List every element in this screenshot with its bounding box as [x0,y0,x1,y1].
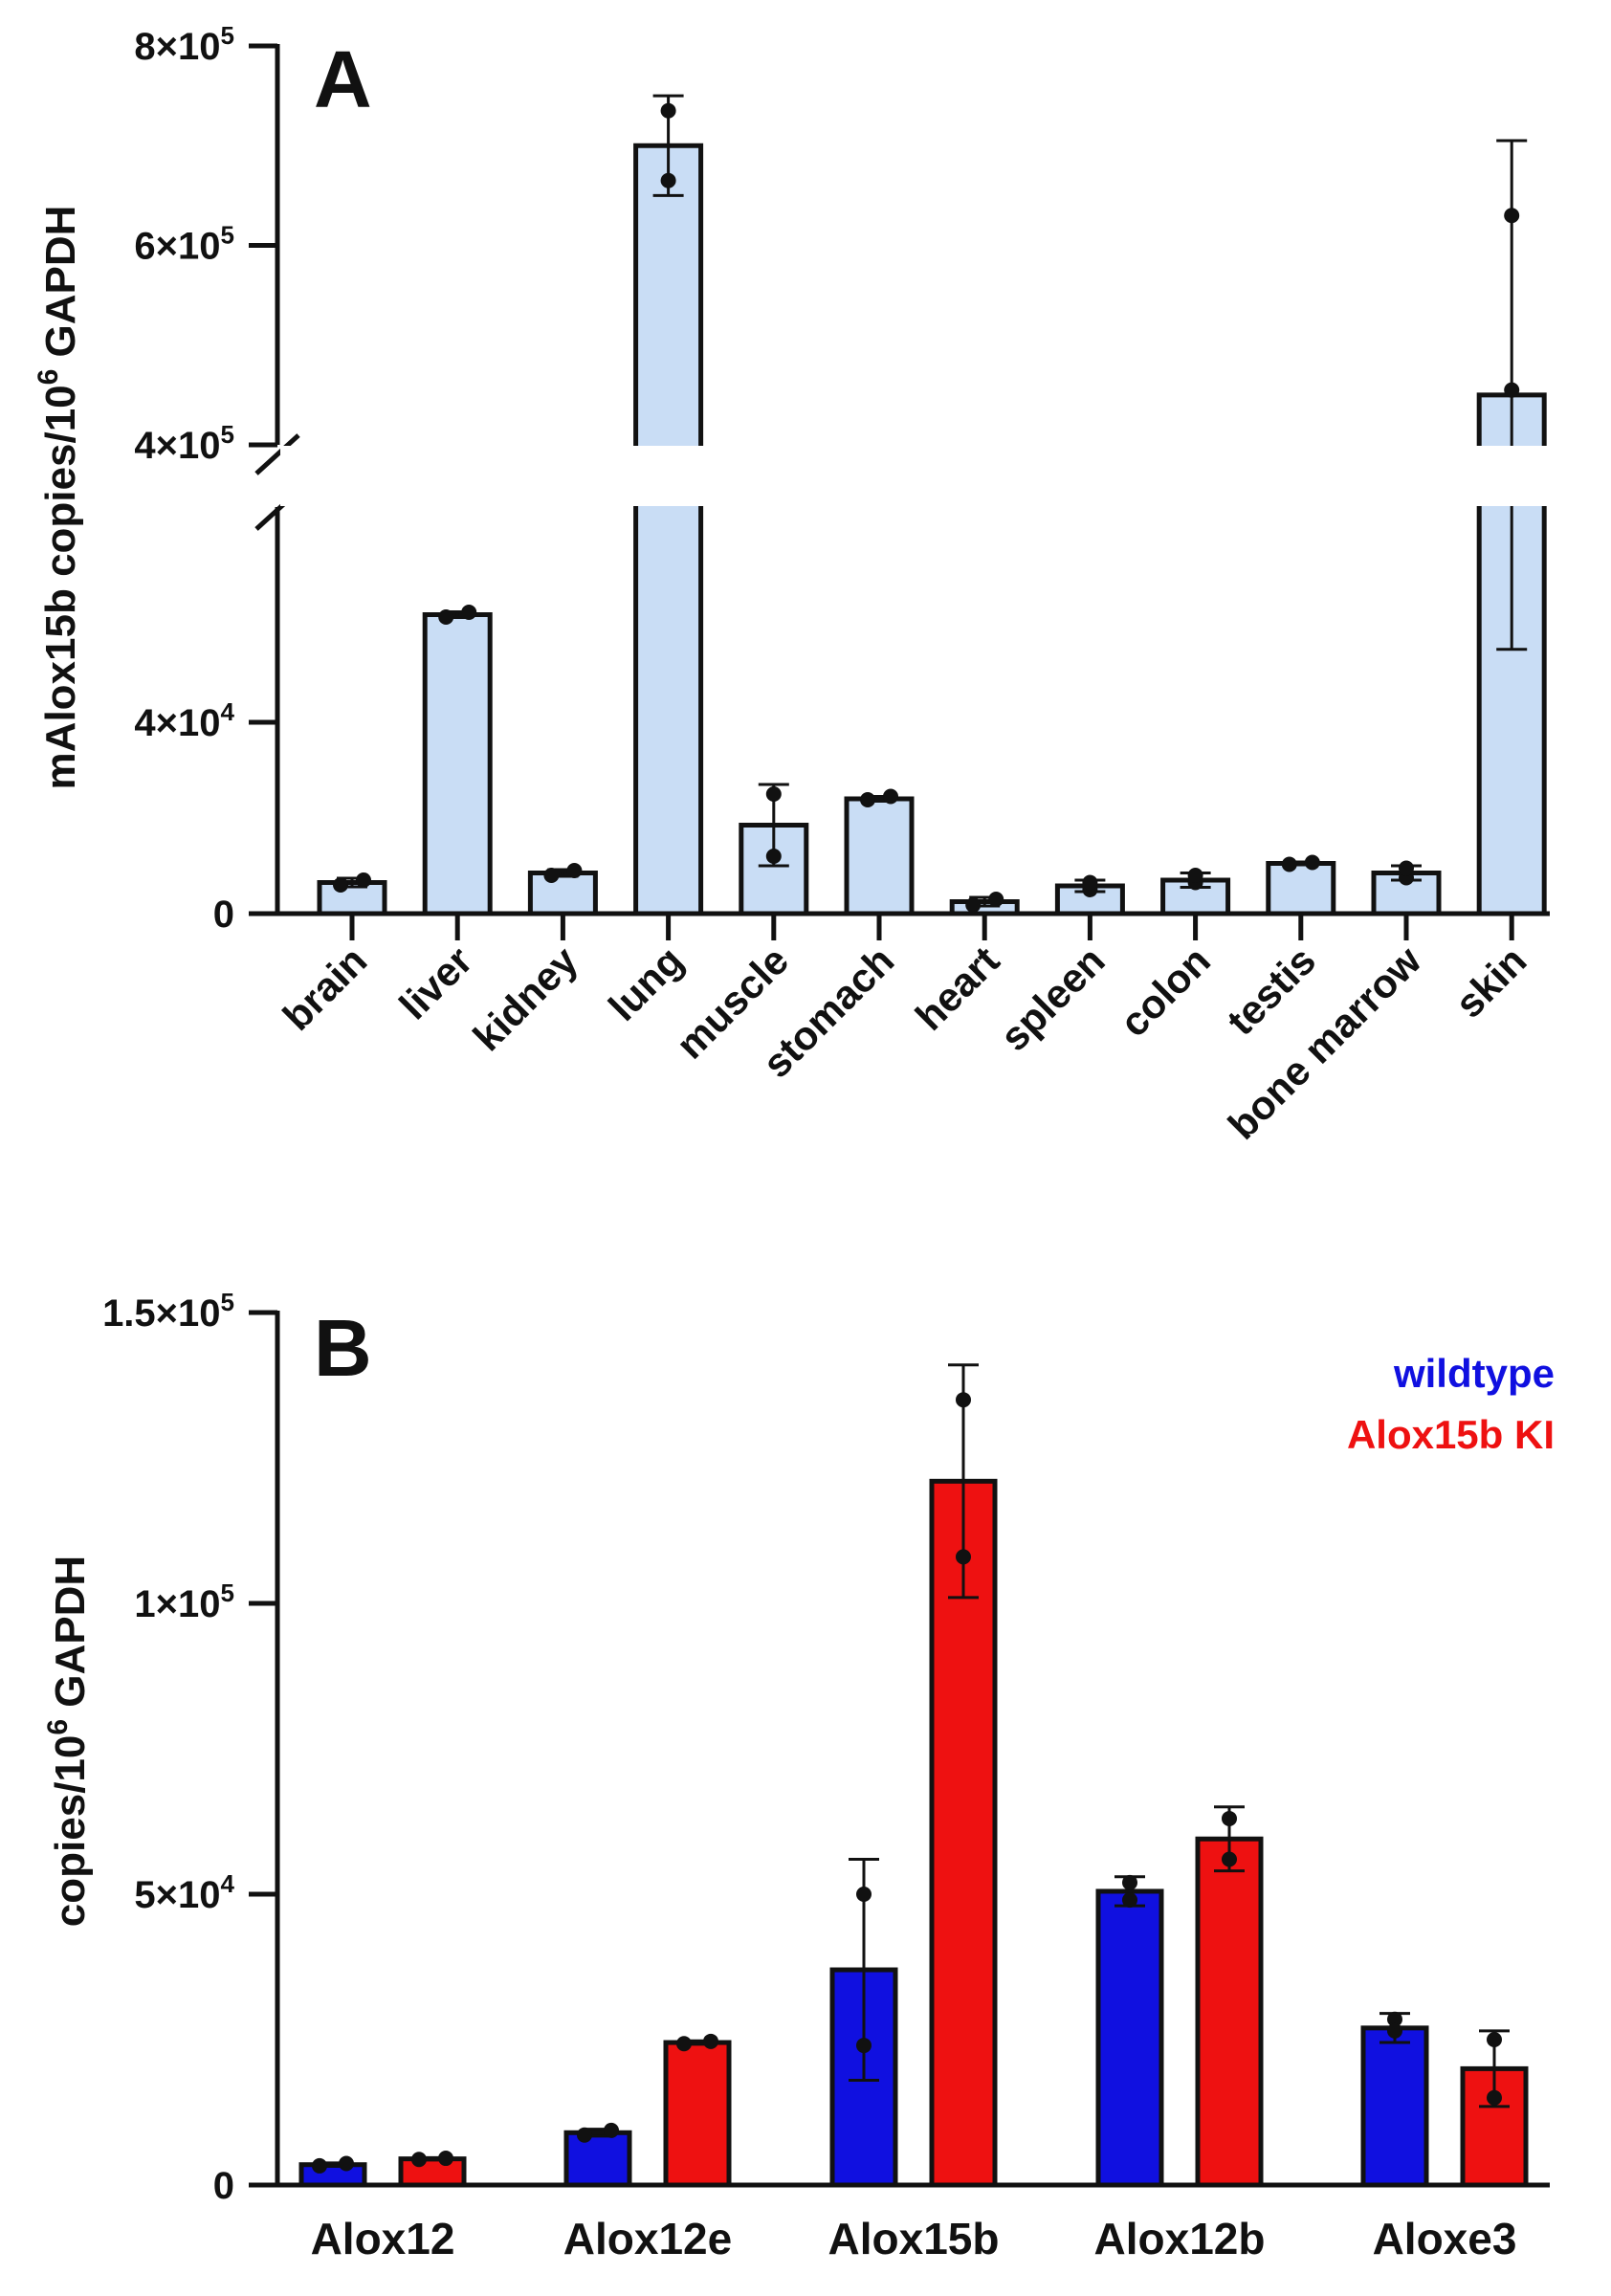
x-label-liver: liver [390,938,480,1027]
point-Alox12b-Alox15b-KI-1 [1222,1851,1237,1867]
point-Alox12-Alox15b-KI-1 [438,2151,453,2167]
x-label-Aloxe3: Aloxe3 [1373,2214,1517,2263]
point-colon-1 [1187,868,1203,883]
legend-Alox15b-KI: Alox15b KI [1347,1412,1555,1457]
point-Aloxe3-wildtype-1 [1387,2022,1402,2039]
point-bone-marrow-1 [1399,860,1414,876]
x-label-Alox12e: Alox12e [563,2214,732,2263]
y-tick-label-2: 1×105 [134,1578,234,1625]
point-heart-1 [988,892,1004,907]
point-skin-0 [1504,208,1520,224]
bar-Aloxe3-wildtype [1360,2025,1429,2188]
point-testis-1 [1304,854,1320,871]
point-stomach-1 [883,788,898,805]
point-Alox12e-Alox15b-KI-0 [676,2036,692,2052]
point-liver-0 [438,609,454,625]
point-Alox12e-wildtype-0 [577,2127,592,2143]
y-tick-label-1: 5×104 [134,1869,234,1916]
axis-break-upper [254,433,300,475]
panel-a: 0 4×104 4×105 6×105 8×105 mAlox15b copies/106… [33,21,1553,1148]
point-brain-0 [333,877,348,893]
bar-Alox12b-wildtype [1095,1888,1164,2188]
point-Alox12-wildtype-0 [312,2157,327,2174]
x-label-Alox12: Alox12 [311,2214,455,2263]
point-Aloxe3-Alox15b-KI-1 [1487,2089,1502,2106]
point-lung-1 [660,172,676,188]
panel-b: 0 5×104 1×105 1.5×105 copies/106 GAPDH B wildt… [42,1288,1555,2263]
panel-letter-a: A [314,34,372,124]
point-Aloxe3-Alox15b-KI-0 [1487,2032,1502,2047]
y-tick-label-lower-0: 0 [213,894,234,936]
point-Alox15b-Alox15b-KI-1 [956,1549,971,1565]
point-lung-0 [660,102,676,119]
y-axis-label: mAlox15b copies/106 GAPDH [33,206,84,790]
x-label-Alox12b: Alox12b [1094,2214,1266,2263]
bar-testis [1266,861,1336,916]
point-testis-0 [1281,856,1297,872]
bar-lung [633,143,704,916]
point-Alox12-wildtype-1 [339,2155,354,2172]
axis-break-gap [280,446,1553,506]
point-Alox15b-Alox15b-KI-0 [956,1392,971,1408]
point-spleen-1 [1082,874,1098,891]
x-label-kidney: kidney [464,938,586,1060]
x-label-brain: brain [275,938,376,1039]
bar-Alox12e-Alox15b-KI [663,2040,732,2188]
point-muscle-1 [765,849,782,864]
point-Aloxe3-wildtype-0 [1387,2011,1402,2027]
bar-Alox12b-Alox15b-KI [1195,1836,1264,2188]
y-tick-label-lower-1: 4×104 [134,697,234,744]
point-Alox15b-wildtype-1 [856,2038,872,2054]
y-tick-label-3: 1.5×105 [102,1288,234,1335]
point-heart-0 [965,897,982,913]
y-tick-label-upper-0: 4×105 [134,420,234,467]
legend-wildtype: wildtype [1393,1351,1555,1396]
x-label-heart: heart [907,938,1008,1039]
bar-Alox12-Alox15b-KI [398,2156,467,2188]
point-muscle-0 [765,786,782,802]
bar-stomach [844,796,915,916]
point-Alox12b-wildtype-0 [1122,1874,1137,1890]
point-Alox12e-Alox15b-KI-1 [703,2033,718,2049]
point-Alox12-Alox15b-KI-0 [411,2152,427,2168]
x-label-Alox15b: Alox15b [828,2214,1000,2263]
x-label-spleen: spleen [991,938,1113,1059]
point-Alox12e-wildtype-1 [604,2122,619,2138]
point-Alox15b-wildtype-0 [856,1887,872,1902]
point-kidney-0 [543,868,560,883]
bar-liver [422,612,493,916]
y-tick-label-upper-2: 8×105 [134,21,234,68]
y-tick-label-0: 0 [213,2165,234,2207]
y-tick-label-upper-1: 6×105 [134,221,234,268]
x-label-skin: skin [1446,938,1535,1027]
bar-kidney [527,871,598,916]
y-axis-label: copies/106 GAPDH [42,1556,94,1927]
point-skin-1 [1504,382,1520,398]
x-label-lung: lung [600,938,692,1029]
point-liver-1 [461,605,477,620]
point-Alox12b-Alox15b-KI-0 [1222,1810,1237,1826]
bar-Alox12e-wildtype [563,2130,632,2188]
point-brain-1 [356,872,371,888]
point-Alox12b-wildtype-1 [1122,1892,1137,1909]
point-stomach-0 [860,792,875,807]
panel-letter-b: B [314,1303,372,1393]
x-label-colon: colon [1112,938,1219,1045]
point-kidney-1 [566,863,583,878]
